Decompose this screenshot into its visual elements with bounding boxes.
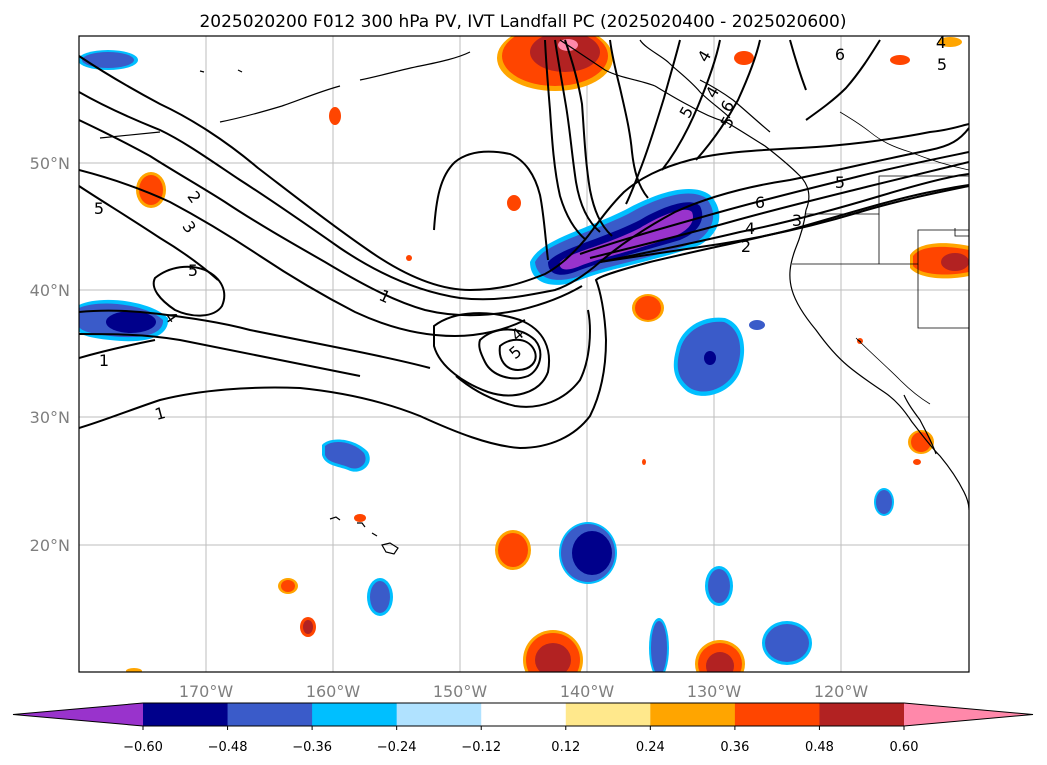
colorbar-segment bbox=[481, 703, 567, 726]
pv-blob-subtropical bbox=[559, 522, 617, 584]
lon-label: 170°W bbox=[179, 682, 234, 701]
state-borders bbox=[792, 111, 969, 405]
colorbar-tick-label: 0.36 bbox=[720, 740, 749, 755]
contour-label: 2 bbox=[741, 237, 751, 256]
colorbar-extend-max bbox=[904, 703, 1033, 726]
colorbar-tick-label: 0.48 bbox=[805, 740, 834, 755]
contour-label: 5 bbox=[937, 55, 947, 74]
contour-label: 5 bbox=[94, 199, 104, 218]
lon-label: 140°W bbox=[560, 682, 615, 701]
contour-label: 1 bbox=[153, 403, 168, 424]
lon-label: 160°W bbox=[306, 682, 361, 701]
ivt-contours bbox=[79, 39, 969, 450]
lat-label: 30°N bbox=[30, 408, 70, 427]
map-panel: 1 2 3 4 5 6 1 1 5 4 5 4 5 6 4 3 2 5 4 5 … bbox=[78, 33, 970, 673]
colorbar-segment bbox=[650, 703, 736, 726]
colorbar-tick-label: 0.60 bbox=[890, 740, 919, 755]
colorbar-tick-label: −0.48 bbox=[208, 740, 248, 755]
contour-label: 4 bbox=[745, 219, 755, 238]
colorbar-tick-label: 0.24 bbox=[636, 740, 665, 755]
colorbar-tick-label: −0.12 bbox=[461, 740, 501, 755]
islands bbox=[199, 69, 862, 555]
pv-blob-nevada bbox=[910, 243, 969, 279]
contour-label: 3 bbox=[792, 211, 802, 230]
lon-label: 130°W bbox=[687, 682, 742, 701]
colorbar-segment bbox=[227, 703, 313, 726]
contour-label: 4 bbox=[936, 33, 946, 52]
colorbar-tick-label: 0.12 bbox=[551, 740, 580, 755]
colorbar-tick-label: −0.60 bbox=[123, 740, 163, 755]
colorbar-tick-label: −0.24 bbox=[377, 740, 417, 755]
lat-label: 20°N bbox=[30, 536, 70, 555]
lat-labels: 50°N 40°N 30°N 20°N bbox=[30, 154, 70, 555]
contour-label: 1 bbox=[99, 351, 109, 370]
colorbar-segment bbox=[734, 703, 820, 726]
colorbar-segment bbox=[565, 703, 651, 726]
map-background bbox=[79, 36, 969, 672]
colorbar-segment bbox=[819, 703, 905, 726]
lat-label: 50°N bbox=[30, 154, 70, 173]
lon-label: 150°W bbox=[433, 682, 488, 701]
pv-blob-nw bbox=[79, 50, 138, 70]
pv-blob-central bbox=[322, 439, 370, 472]
map-frame bbox=[78, 35, 970, 673]
colorbar-segment bbox=[396, 703, 482, 726]
lat-label: 40°N bbox=[30, 281, 70, 300]
lon-labels: 170°W 160°W 150°W 140°W 130°W 120°W bbox=[179, 682, 869, 701]
contour-label: 6 bbox=[835, 45, 845, 64]
lon-label: 120°W bbox=[814, 682, 869, 701]
contour-label: 5 bbox=[188, 261, 198, 280]
contour-label: 5 bbox=[835, 173, 845, 192]
colorbar-tick-label: −0.36 bbox=[292, 740, 332, 755]
colorbar-segment bbox=[312, 703, 398, 726]
coastlines bbox=[99, 39, 969, 511]
colorbar: −0.60 −0.48 −0.36 −0.24 −0.12 0.12 0.24 0.36 0.4… bbox=[12, 702, 1034, 755]
contour-label: 6 bbox=[755, 193, 765, 212]
colorbar-segment bbox=[143, 703, 229, 726]
pv-blob-west bbox=[136, 172, 166, 208]
pv-blob-gulf-alaska bbox=[497, 36, 613, 91]
figure-title: 2025020200 F012 300 hPa PV, IVT Landfall… bbox=[199, 12, 846, 32]
pv-blob-offshore bbox=[673, 317, 745, 396]
colorbar-extend-min bbox=[13, 703, 143, 726]
